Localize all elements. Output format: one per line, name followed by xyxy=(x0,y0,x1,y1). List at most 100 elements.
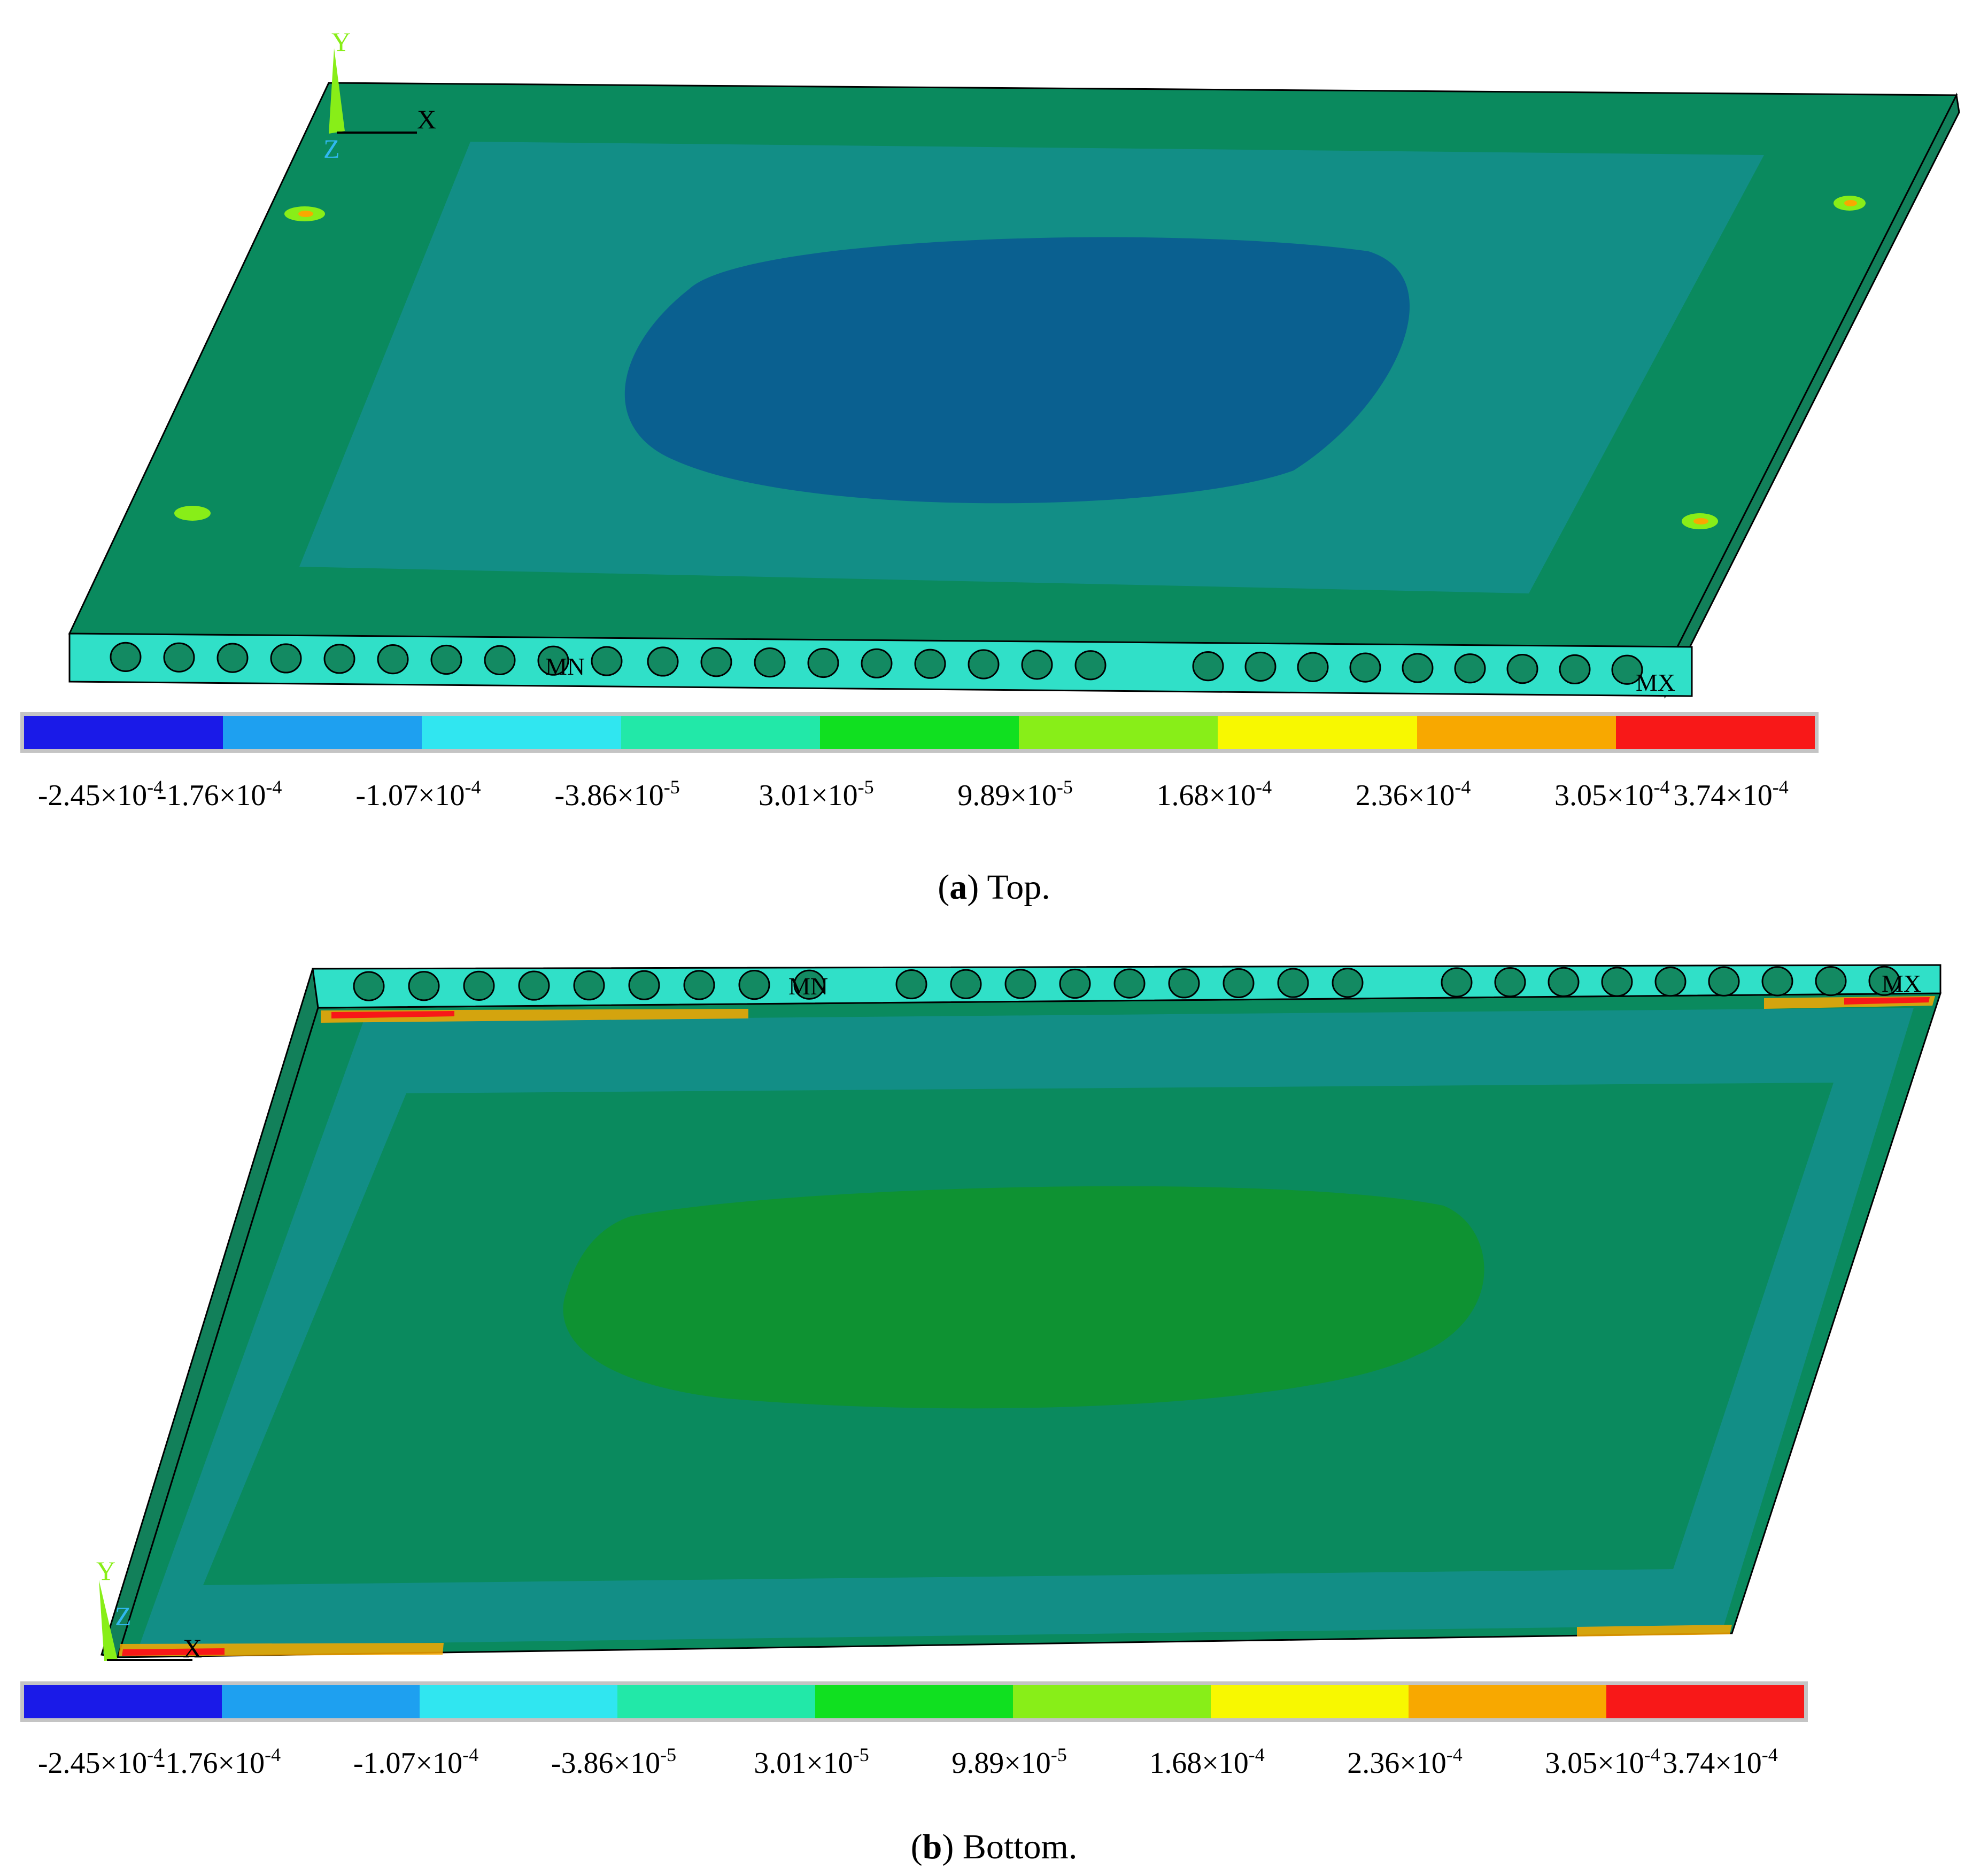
rib-hole xyxy=(1332,968,1364,998)
rib-hole xyxy=(537,645,569,676)
legend-label: -1.76×10-4 xyxy=(155,1744,281,1780)
color-legend-bar xyxy=(20,1681,1808,1722)
legend-label: -3.86×10-5 xyxy=(551,1744,677,1780)
legend-label: -2.45×10-4 xyxy=(37,776,164,812)
legend-label: -1.07×10-4 xyxy=(353,1744,479,1780)
rib-hole xyxy=(1113,968,1146,999)
rib-hole xyxy=(1192,651,1224,682)
rib-hole xyxy=(1708,966,1740,997)
axis-z-label: Z xyxy=(323,134,340,164)
legend-label: -2.45×10-4 xyxy=(37,1744,164,1780)
rib-hole xyxy=(1601,967,1633,997)
legend-color-4 xyxy=(621,716,820,749)
rib-hole xyxy=(1021,650,1053,680)
rib-hole xyxy=(1059,968,1091,999)
color-legend-labels: -2.45×10-4 -1.76×10-4 -1.07×10-4 -3.86×10-5… xyxy=(0,766,1988,812)
axis-x-label: X xyxy=(417,104,436,134)
caption-letter: a xyxy=(949,868,968,907)
rib-hole xyxy=(968,649,1000,680)
fem-contour-top: Y X Z MN MX xyxy=(68,27,1960,699)
rib-hole xyxy=(738,970,770,1000)
rib-hole xyxy=(163,642,195,673)
rib-hole xyxy=(518,970,550,1001)
caption-open-paren: ( xyxy=(938,868,950,907)
legend-label: 3.01×10-5 xyxy=(754,1744,869,1780)
axis-z-label: Z xyxy=(115,1601,131,1631)
rib-hole xyxy=(861,648,893,678)
rib-hole xyxy=(1223,968,1255,999)
rib-hole xyxy=(1654,967,1687,997)
rib-hole xyxy=(1349,652,1381,683)
rib-hole xyxy=(950,969,982,999)
rib-hole xyxy=(408,971,440,1001)
panel-bottom: Y X Z MN MX -2.45×10-4 -1.76×10-4 -1.07×10… xyxy=(0,938,1988,1876)
legend-color-7 xyxy=(1218,716,1417,749)
legend-color-3 xyxy=(422,716,621,749)
legend-label: 3.74×10-4 xyxy=(1662,1744,1778,1780)
rib-hole xyxy=(270,643,302,674)
min-node-label: MN xyxy=(545,653,585,680)
legend-label: 1.68×10-4 xyxy=(1149,1744,1265,1780)
rib-hole xyxy=(377,644,409,675)
rib-holes xyxy=(110,642,1643,685)
rib-hole xyxy=(1494,967,1526,998)
rib-hole xyxy=(1611,654,1643,685)
rib-hole xyxy=(700,647,732,677)
legend-color-6 xyxy=(1013,1685,1211,1718)
legend-label: -1.76×10-4 xyxy=(157,776,282,812)
rib-hole xyxy=(1761,966,1793,997)
legend-label: 1.68×10-4 xyxy=(1156,776,1272,812)
rib-hole xyxy=(1277,968,1309,998)
rib-hole xyxy=(628,970,660,1000)
legend-color-1 xyxy=(24,1685,222,1718)
rib-hole xyxy=(1402,653,1434,683)
rib-holes xyxy=(353,966,1900,1001)
rib-hole xyxy=(1868,966,1900,996)
caption-bottom: (b) Bottom. xyxy=(0,1823,1988,1871)
legend-color-6 xyxy=(1019,716,1218,749)
rib-hole xyxy=(793,969,825,1000)
rib-hole xyxy=(1506,654,1538,684)
legend-label: 3.05×10-4 xyxy=(1545,1744,1660,1780)
rib-hole xyxy=(895,969,927,1000)
legend-color-1 xyxy=(24,716,223,749)
rib-hole xyxy=(647,646,679,677)
legend-color-7 xyxy=(1211,1685,1409,1718)
caption-top: (a) Top. xyxy=(0,863,1988,912)
caption-letter: b xyxy=(922,1827,942,1866)
rib-hole xyxy=(1441,967,1473,998)
rib-hole xyxy=(484,645,516,675)
panel-top: Y X Z MN MX -2.45×10-4 -1.76×10-4 -1.07×10… xyxy=(0,27,1988,912)
coordinate-axes: Y X Z xyxy=(96,1556,202,1663)
color-legend-labels: -2.45×10-4 -1.76×10-4 -1.07×10-4 -3.86×10-5… xyxy=(0,1733,1988,1780)
caption-close-paren: ) xyxy=(942,1827,954,1866)
legend-label: -1.07×10-4 xyxy=(355,776,481,812)
legend-color-2 xyxy=(222,1685,420,1718)
caption-text: Top. xyxy=(979,868,1050,907)
legend-color-5 xyxy=(815,1685,1013,1718)
coordinate-axes: Y X Z xyxy=(323,27,436,164)
min-node-label: MN xyxy=(788,972,828,1000)
legend-color-4 xyxy=(617,1685,815,1718)
legend-label: 3.01×10-5 xyxy=(759,776,874,812)
legend-color-3 xyxy=(420,1685,617,1718)
rib-hole xyxy=(1244,651,1277,682)
rib-hole xyxy=(807,647,839,678)
legend-label: -3.86×10-5 xyxy=(554,776,680,812)
rib-hole xyxy=(1297,652,1329,682)
legend-label: 2.36×10-4 xyxy=(1347,1744,1463,1780)
legend-label: 3.05×10-4 xyxy=(1554,776,1670,812)
contour-center-zone xyxy=(624,237,1410,504)
legend-label: 9.89×10-5 xyxy=(952,1744,1067,1780)
legend-color-8 xyxy=(1417,716,1616,749)
caption-text: Bottom. xyxy=(954,1827,1078,1866)
rib-hole xyxy=(430,644,462,675)
legend-label: 3.74×10-4 xyxy=(1673,776,1789,812)
caption-open-paren: ( xyxy=(910,1827,923,1866)
legend-color-9 xyxy=(1606,1685,1804,1718)
rib-hole xyxy=(216,643,249,673)
rib-hole xyxy=(754,647,786,678)
rib-hole xyxy=(573,970,605,1001)
max-node-label: MX xyxy=(1636,669,1675,696)
rib-hole xyxy=(1548,967,1580,997)
